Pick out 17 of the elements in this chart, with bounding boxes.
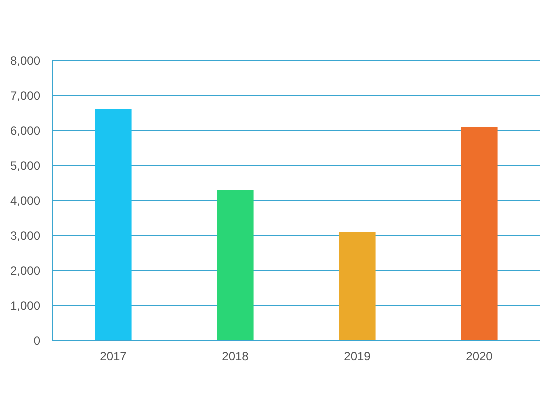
x-tick-label: 2019 [344, 350, 372, 364]
y-tick-label: 1,000 [10, 299, 41, 313]
y-tick-label: 7,000 [10, 89, 41, 103]
x-tick-label: 2018 [222, 350, 250, 364]
y-tick-label: 3,000 [10, 229, 41, 243]
y-tick-label: 2,000 [10, 264, 41, 278]
y-tick-label: 0 [34, 334, 41, 348]
bar [95, 110, 132, 340]
y-tick-label: 4,000 [10, 194, 41, 208]
y-tick-label: 5,000 [10, 159, 41, 173]
y-tick-label: 6,000 [10, 124, 41, 138]
bar [217, 190, 254, 340]
bar [461, 127, 498, 340]
y-tick-label: 8,000 [10, 54, 41, 68]
x-tick-label: 2020 [466, 350, 494, 364]
bar [339, 232, 376, 340]
x-tick-label: 2017 [100, 350, 128, 364]
